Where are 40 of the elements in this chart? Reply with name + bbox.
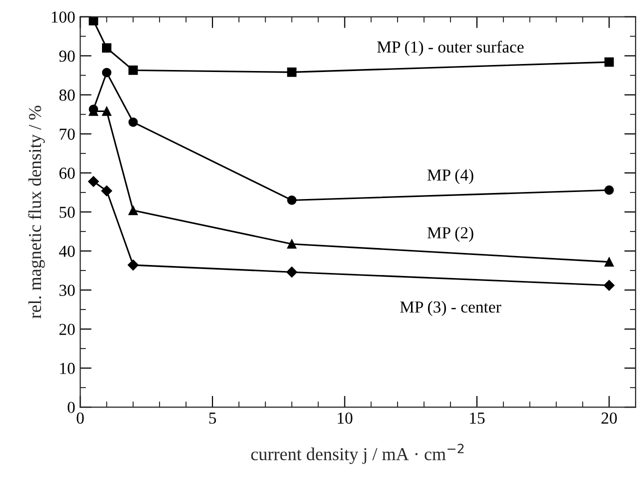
point (101, 185, 112, 196)
x-tick-label: 0 (76, 412, 84, 424)
point (287, 68, 296, 77)
y-tick-label: 30 (60, 284, 75, 296)
legend-label: MP (1) - outer surface (377, 40, 524, 56)
series-label: MP (2) (427, 226, 474, 242)
point (102, 43, 112, 53)
y-tick-label: 50 (60, 206, 75, 218)
point (604, 57, 614, 67)
series-label: MP (4) (427, 168, 474, 184)
y-tick-label: 100 (52, 11, 75, 23)
point (128, 206, 138, 216)
point (604, 280, 615, 291)
x-tick-label: 10 (338, 412, 352, 424)
point (128, 66, 138, 75)
x-axis-title: current density j / mA · cm$^{−2}$ (251, 444, 464, 464)
y-tick-label: 70 (60, 128, 75, 140)
point (102, 68, 112, 78)
y-tick-label: 60 (59, 168, 75, 179)
point (102, 106, 112, 116)
y-tick-label: 20 (59, 324, 75, 336)
x-tick-label: 15 (470, 412, 485, 424)
y-axis-title: rel. magnetic flux density / % (28, 106, 45, 318)
point (604, 257, 614, 267)
point (286, 266, 298, 278)
point (88, 176, 99, 187)
point (604, 185, 614, 195)
point (88, 16, 98, 26)
y-tick-label: 10 (60, 362, 75, 374)
x-tick-label: 20 (602, 412, 617, 424)
y-tick-label: 80 (59, 90, 75, 101)
y-tick-label: 0 (68, 402, 75, 414)
point (287, 196, 296, 205)
point (128, 117, 138, 127)
point (128, 260, 139, 270)
x-tick-label: 5 (209, 412, 216, 424)
point (287, 239, 296, 249)
y-tick-label: 40 (59, 246, 75, 257)
y-tick-label: 90 (59, 50, 75, 62)
series-label: MP (3) - center (400, 300, 502, 316)
